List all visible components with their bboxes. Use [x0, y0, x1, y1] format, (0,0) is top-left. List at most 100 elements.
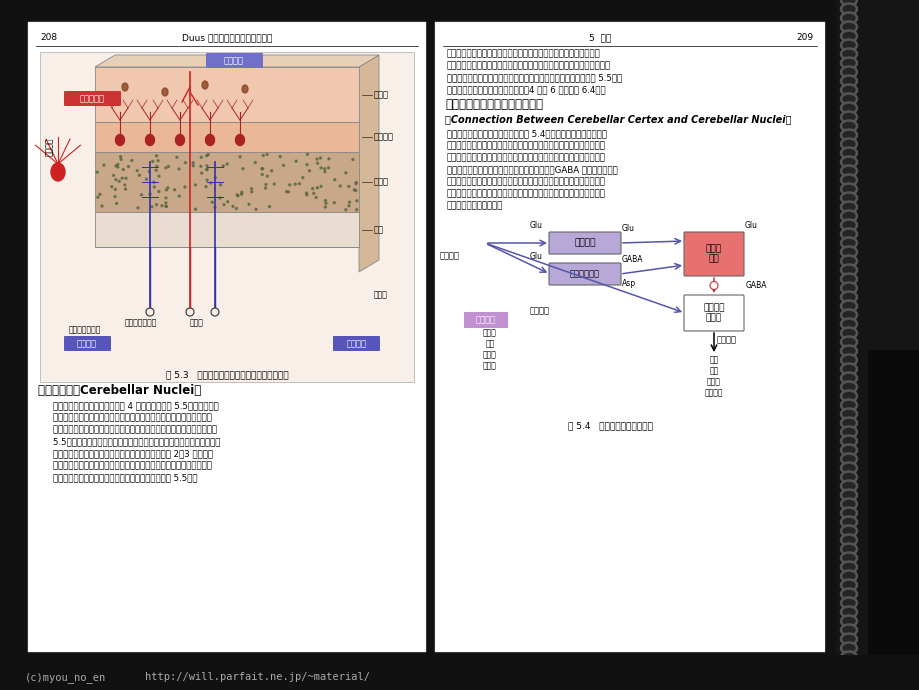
Ellipse shape: [347, 205, 349, 207]
Ellipse shape: [205, 135, 214, 146]
Ellipse shape: [166, 187, 168, 189]
Ellipse shape: [840, 166, 857, 177]
Ellipse shape: [202, 81, 208, 89]
Bar: [0, 655, 919, 690]
Ellipse shape: [298, 183, 301, 185]
Ellipse shape: [214, 177, 216, 179]
Ellipse shape: [840, 346, 857, 357]
Ellipse shape: [840, 571, 857, 582]
Ellipse shape: [122, 83, 128, 91]
FancyBboxPatch shape: [333, 336, 380, 351]
Ellipse shape: [840, 12, 857, 23]
Ellipse shape: [158, 190, 160, 193]
Ellipse shape: [130, 159, 132, 161]
Text: 式继续传导至小脑神经核团。原始（来源于苦苦野细胞或皮质的）信息: 式继续传导至小脑神经核团。原始（来源于苦苦野细胞或皮质的）信息: [447, 177, 606, 186]
Text: 经多个复杂神经元进行交换处理，然后将传出性冲动最后聚合到苦苦野: 经多个复杂神经元进行交换处理，然后将传出性冲动最后聚合到苦苦野: [447, 153, 606, 162]
Ellipse shape: [840, 139, 857, 150]
Ellipse shape: [840, 400, 857, 411]
Ellipse shape: [323, 170, 325, 172]
Ellipse shape: [112, 175, 114, 177]
Ellipse shape: [840, 373, 857, 384]
Text: 红核: 红核: [709, 366, 718, 375]
Ellipse shape: [323, 206, 326, 208]
Text: (c)myou_no_en: (c)myou_no_en: [25, 672, 106, 683]
Ellipse shape: [235, 135, 244, 146]
Polygon shape: [95, 55, 379, 67]
Ellipse shape: [226, 163, 228, 165]
Ellipse shape: [840, 355, 857, 366]
Bar: [435, 22, 824, 652]
Text: Asp: Asp: [621, 279, 635, 288]
Ellipse shape: [128, 166, 130, 168]
Ellipse shape: [241, 191, 243, 193]
Ellipse shape: [199, 166, 201, 167]
Ellipse shape: [268, 206, 270, 208]
Ellipse shape: [206, 165, 208, 167]
Text: 篮状细胞: 篮状细胞: [45, 138, 54, 156]
Ellipse shape: [319, 157, 321, 159]
Ellipse shape: [840, 337, 857, 348]
Ellipse shape: [161, 205, 163, 207]
Ellipse shape: [840, 66, 857, 77]
Ellipse shape: [840, 642, 857, 653]
Ellipse shape: [205, 186, 207, 188]
Ellipse shape: [840, 391, 857, 402]
Ellipse shape: [165, 205, 166, 207]
Text: 神经节层: 神经节层: [374, 132, 393, 141]
Text: 传出冲动经小脑上脚投射至对侧红核及丘脑（丘脑腑外侧核）（图 5.5），: 传出冲动经小脑上脚投射至对侧红核及丘脑（丘脑腑外侧核）（图 5.5），: [447, 73, 621, 82]
Ellipse shape: [840, 310, 857, 320]
Ellipse shape: [176, 156, 177, 158]
Ellipse shape: [251, 191, 253, 193]
Ellipse shape: [840, 660, 857, 671]
Ellipse shape: [840, 480, 857, 491]
Ellipse shape: [355, 189, 357, 191]
Ellipse shape: [194, 184, 196, 186]
Ellipse shape: [119, 156, 121, 157]
Ellipse shape: [116, 135, 124, 146]
Ellipse shape: [840, 669, 857, 680]
Ellipse shape: [840, 301, 857, 311]
Text: 爬行纤维: 爬行纤维: [529, 306, 550, 315]
Bar: [95, 152, 358, 212]
Ellipse shape: [167, 166, 169, 168]
Ellipse shape: [270, 170, 272, 172]
Ellipse shape: [327, 167, 329, 169]
Ellipse shape: [840, 130, 857, 141]
Ellipse shape: [122, 168, 124, 170]
FancyBboxPatch shape: [549, 232, 620, 254]
Ellipse shape: [162, 88, 168, 96]
Ellipse shape: [840, 498, 857, 509]
Ellipse shape: [222, 204, 225, 206]
Ellipse shape: [305, 194, 308, 196]
Text: 5.5）或者交叉至对侧小脑后再进入网状结构或前庭神经核（馈状束）。: 5.5）或者交叉至对侧小脑后再进入网状结构或前庭神经核（馈状束）。: [42, 437, 221, 446]
Ellipse shape: [117, 164, 119, 166]
Ellipse shape: [840, 148, 857, 159]
Text: 图 5.3   小脑皮质结构及其传入性和传出性联系: 图 5.3 小脑皮质结构及其传入性和传出性联系: [165, 370, 288, 379]
Ellipse shape: [125, 177, 127, 179]
Ellipse shape: [214, 206, 216, 208]
Text: 核）及栓状核。这两个核团接受蜥尴区皮质的传入冲动，部分还接受蜥: 核）及栓状核。这两个核团接受蜥尴区皮质的传入冲动，部分还接受蜥: [42, 461, 211, 470]
Ellipse shape: [254, 161, 256, 164]
Ellipse shape: [51, 163, 65, 181]
Text: 小脑核团
神经元: 小脑核团 神经元: [702, 304, 724, 323]
Ellipse shape: [178, 195, 180, 197]
Ellipse shape: [120, 159, 122, 160]
Ellipse shape: [840, 544, 857, 555]
Text: 图 5.4   小脑内神经元转换模式: 图 5.4 小脑内神经元转换模式: [567, 421, 652, 430]
Bar: [40, 52, 414, 382]
Text: 5  小脑: 5 小脑: [588, 34, 610, 43]
Ellipse shape: [145, 135, 154, 146]
Ellipse shape: [840, 633, 857, 644]
Ellipse shape: [840, 3, 857, 14]
Ellipse shape: [99, 193, 101, 195]
Text: 网状结构: 网状结构: [704, 388, 722, 397]
Ellipse shape: [96, 171, 98, 173]
Ellipse shape: [840, 624, 857, 635]
Ellipse shape: [840, 526, 857, 537]
Ellipse shape: [840, 228, 857, 239]
Ellipse shape: [840, 607, 857, 618]
Ellipse shape: [116, 202, 118, 204]
Text: GABA: GABA: [621, 255, 642, 264]
Ellipse shape: [840, 535, 857, 546]
Ellipse shape: [248, 204, 250, 206]
